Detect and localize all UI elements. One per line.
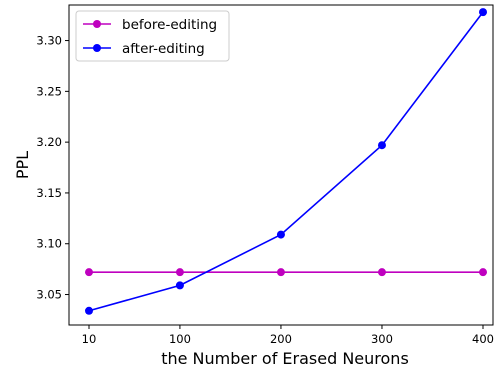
x-tick-label: 10 bbox=[82, 332, 97, 346]
data-point-before-editing bbox=[276, 268, 285, 277]
data-point-before-editing bbox=[85, 268, 93, 277]
data-point-before-editing bbox=[479, 268, 487, 277]
legend-label-before-editing: before-editing bbox=[122, 17, 217, 33]
x-axis-title: the Number of Erased Neurons bbox=[161, 349, 409, 368]
legend-box bbox=[75, 10, 230, 62]
data-point-after-editing bbox=[175, 281, 184, 290]
data-point-after-editing bbox=[276, 230, 285, 239]
y-tick-label: 3.10 bbox=[36, 237, 62, 251]
x-tick-label: 400 bbox=[472, 332, 494, 346]
y-tick-label: 3.30 bbox=[36, 34, 62, 48]
data-point-after-editing bbox=[479, 8, 487, 17]
data-point-after-editing bbox=[85, 306, 93, 315]
x-tick-label: 100 bbox=[169, 332, 191, 346]
plot-area bbox=[85, 8, 487, 315]
y-tick-label: 3.25 bbox=[36, 84, 62, 98]
legend: before-editing after-editing bbox=[75, 10, 230, 62]
y-tick-label: 3.15 bbox=[36, 186, 62, 200]
y-tick-label: 3.05 bbox=[36, 288, 62, 302]
data-point-before-editing bbox=[175, 268, 184, 277]
x-tick-label: 200 bbox=[270, 332, 292, 346]
legend-label-after-editing: after-editing bbox=[122, 41, 205, 57]
x-tick-label: 300 bbox=[371, 332, 393, 346]
data-point-after-editing bbox=[377, 141, 386, 150]
data-point-before-editing bbox=[377, 268, 386, 277]
y-axis-title: PPL bbox=[13, 151, 32, 179]
y-tick-label: 3.20 bbox=[36, 135, 62, 149]
legend-swatch-marker-before-editing bbox=[93, 20, 101, 28]
axis-ticks: 3.05 3.10 3.15 3.20 3.25 3.30 10 100 200 300 400 bbox=[36, 34, 494, 346]
legend-swatch-marker-after-editing bbox=[93, 44, 101, 52]
